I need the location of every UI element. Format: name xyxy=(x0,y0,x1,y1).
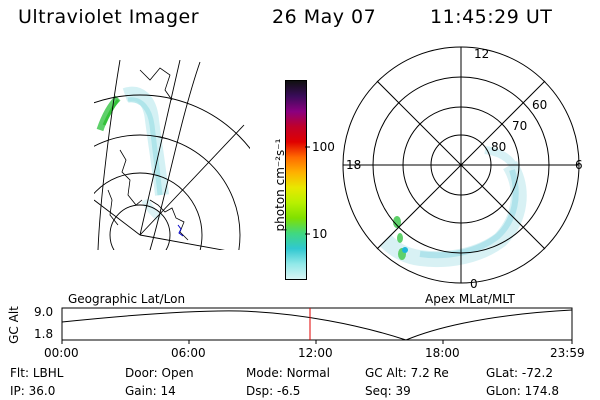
xtick-0000: 00:00 xyxy=(44,346,79,360)
info-gc-alt: GC Alt: 7.2 Re xyxy=(365,366,449,380)
mlt-label-12: 12 xyxy=(474,47,490,61)
mlat-label-60: 60 xyxy=(532,98,548,112)
info-ip: IP: 36.0 xyxy=(10,384,56,398)
info-seq: Seq: 39 xyxy=(365,384,411,398)
info-door: Door: Open xyxy=(125,366,194,380)
altplot-ytick-bottom: 1.8 xyxy=(34,327,54,341)
info-mode: Mode: Normal xyxy=(246,366,330,380)
geographic-grid xyxy=(94,60,250,250)
aurora-emission-right xyxy=(379,146,527,268)
colorbar xyxy=(285,80,307,280)
coastline-detail xyxy=(177,224,184,237)
time-label: 11:45:29 UT xyxy=(430,6,553,28)
left-panel-label: Geographic Lat/Lon xyxy=(68,292,186,306)
info-gain: Gain: 14 xyxy=(125,384,176,398)
xtick-0600: 06:00 xyxy=(171,346,206,360)
info-flt: Flt: LBHL xyxy=(10,366,64,380)
info-glon: GLon: 174.8 xyxy=(486,384,559,398)
xtick-1800: 18:00 xyxy=(425,346,460,360)
altplot-ylabel: GC Alt xyxy=(7,306,21,344)
instrument-title: Ultraviolet Imager xyxy=(18,6,200,28)
mlt-label-6: 6 xyxy=(575,158,583,172)
date-label: 26 May 07 xyxy=(272,6,377,28)
info-dsp: Dsp: -6.5 xyxy=(246,384,301,398)
xtick-1200: 12:00 xyxy=(298,346,333,360)
colorbar-tick-10: 10 xyxy=(312,227,328,241)
info-glat: GLat: -72.2 xyxy=(486,366,553,380)
altplot-ytick-top: 9.0 xyxy=(34,305,54,319)
colorbar-tick-100: 100 xyxy=(312,140,335,154)
mlat-label-70: 70 xyxy=(512,119,528,133)
right-panel-label: Apex MLat/MLT xyxy=(425,292,515,306)
mlt-label-18: 18 xyxy=(346,158,362,172)
xtick-2359: 23:59 xyxy=(550,346,585,360)
mlat-label-80: 80 xyxy=(491,140,507,154)
polar-grid xyxy=(342,46,580,284)
mlt-label-0: 0 xyxy=(470,277,478,291)
